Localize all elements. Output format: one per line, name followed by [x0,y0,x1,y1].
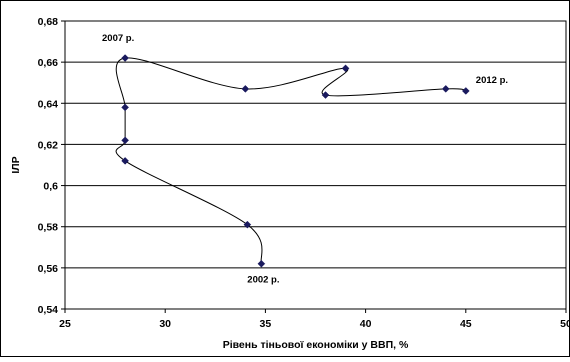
data-point-marker [121,54,129,62]
data-point-marker [441,85,450,93]
x-tick-label: 40 [360,318,372,330]
y-tick-label: 0,64 [38,98,59,110]
y-tick-label: 0,62 [38,139,59,151]
x-tick-label: 30 [159,318,171,330]
y-tick-label: 0,58 [38,222,59,234]
annotations: 2002 р. 2007 р. 2012 р. [102,33,508,286]
plot-area-frame [64,20,567,310]
data-point-marker [321,91,330,99]
data-point-marker [121,103,129,112]
y-axis-title: ІЛР [10,156,22,173]
y-tick-label: 0,66 [38,57,59,69]
data-point-marker [121,157,129,165]
x-tick-label: 50 [560,318,570,330]
data-point-marker [257,259,266,268]
year-annotation: 2007 р. [102,33,134,44]
data-point-marker [243,220,252,229]
y-tick-label: 0,54 [38,304,59,316]
data-points [121,54,470,268]
series-line [115,57,466,264]
y-tick-label: 0,56 [38,263,59,275]
y-tick-label: 0,6 [43,181,58,193]
axis-ticks: 0,54 0,56 0,58 0,6 0,62 0,64 0,66 0,68 25 30 35 40 4… [38,16,570,330]
data-point-marker [121,136,129,145]
data-point-marker [341,64,350,73]
x-tick-label: 45 [460,318,472,330]
year-annotation: 2002 р. [247,275,279,286]
year-annotation: 2012 р. [476,75,508,86]
x-tick-label: 35 [260,318,272,330]
data-point-marker [241,85,250,93]
x-axis-title: Рівень тіньової економіки у ВВП, % [223,339,409,351]
y-tick-label: 0,68 [38,16,59,28]
x-tick-label: 25 [59,318,71,330]
data-point-marker [461,87,470,95]
